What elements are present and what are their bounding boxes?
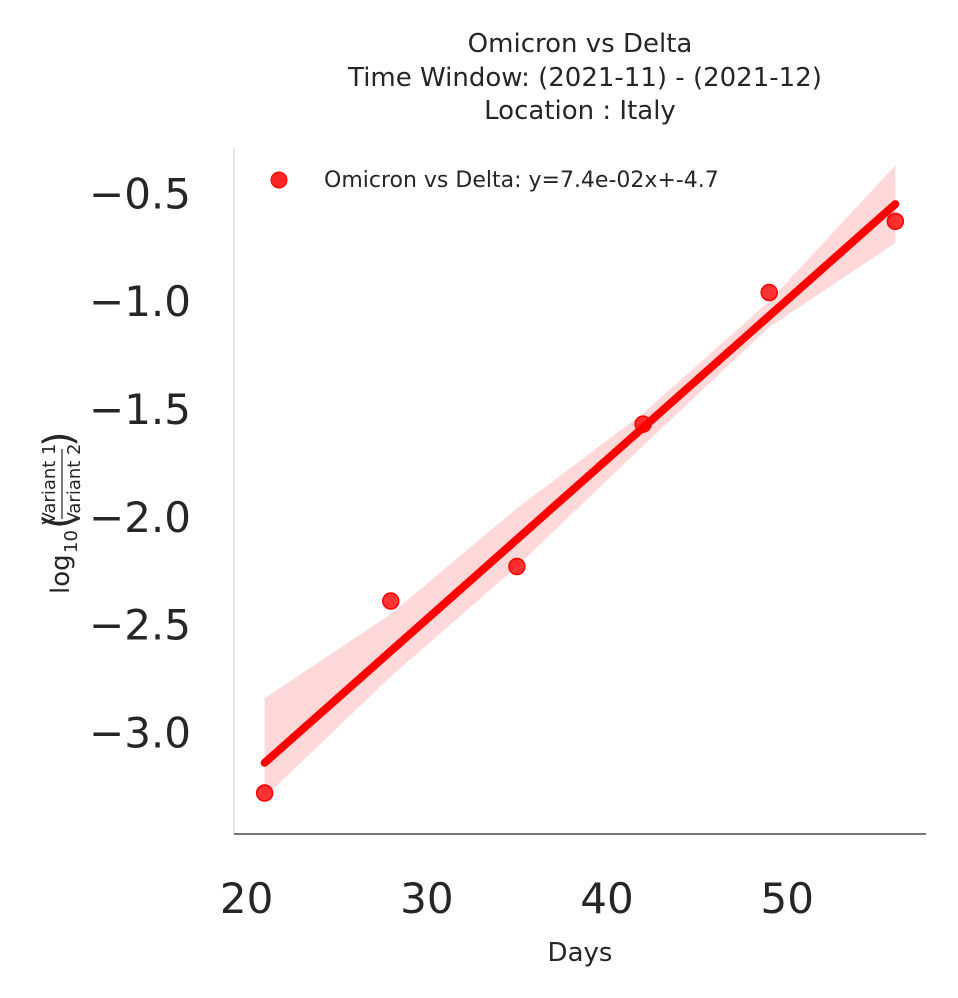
x-tick-labels: 20 30 40 50 — [220, 874, 814, 923]
x-tick-label: 50 — [761, 874, 814, 923]
legend: Omicron vs Delta: y=7.4e-02x+-4.7 — [270, 168, 719, 193]
y-label-paren-close: ) — [36, 431, 82, 447]
regression-line — [260, 200, 900, 767]
y-axis-label: log 10 ( Variant 1 Variant 2 ) — [36, 431, 85, 594]
y-label-denominator: Variant 2 — [64, 443, 85, 524]
data-point — [760, 283, 778, 302]
y-tick-label: −1.5 — [89, 385, 191, 434]
legend-label: Omicron vs Delta: y=7.4e-02x+-4.7 — [324, 168, 719, 193]
data-point — [382, 592, 400, 610]
chart-title-line-3: Location : Italy — [484, 96, 676, 126]
y-tick-label: −0.5 — [89, 169, 191, 218]
y-label-paren-open: ( — [36, 513, 82, 529]
x-tick-label: 40 — [580, 874, 633, 923]
data-points-layer — [255, 212, 905, 802]
y-label-log: log — [46, 554, 76, 594]
y-tick-label: −2.5 — [89, 601, 191, 650]
data-point — [508, 557, 526, 576]
y-tick-labels: −3.0 −2.5 −2.0 −1.5 −1.0 −0.5 — [89, 169, 191, 757]
data-point — [886, 212, 905, 231]
chart-title-line-2: Time Window: (2021-11) - (2021-12) — [347, 63, 822, 93]
data-point — [634, 415, 652, 433]
legend-marker — [270, 171, 288, 189]
x-axis-label: Days — [548, 938, 613, 968]
data-point — [255, 784, 274, 802]
chart-title-line-1: Omicron vs Delta — [468, 29, 693, 59]
fit-line-layer — [260, 200, 900, 767]
y-tick-label: −1.0 — [89, 277, 191, 326]
y-label-numerator: Variant 1 — [39, 443, 60, 524]
y-tick-label: −3.0 — [89, 709, 191, 758]
y-label-subscript: 10 — [61, 530, 82, 553]
y-tick-label: −2.0 — [89, 493, 191, 542]
x-tick-label: 20 — [220, 874, 273, 923]
x-tick-label: 30 — [400, 874, 453, 923]
